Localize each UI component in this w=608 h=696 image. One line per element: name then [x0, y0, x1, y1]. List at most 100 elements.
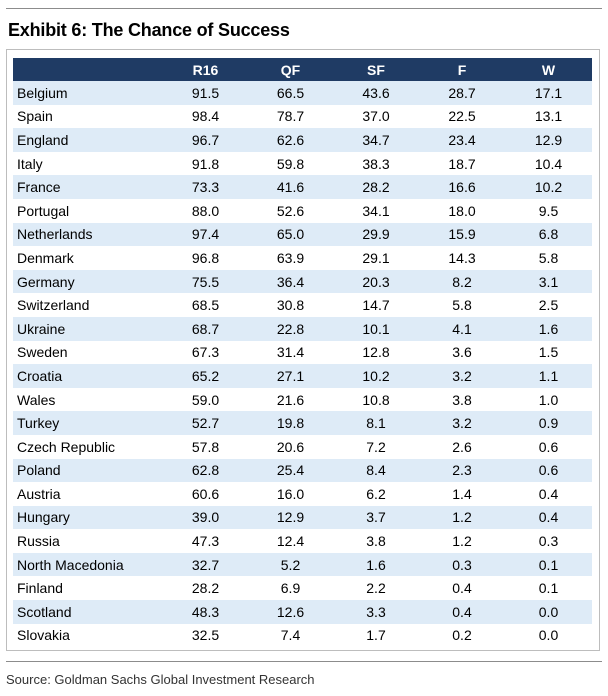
value-cell: 10.1 — [333, 316, 419, 341]
table-row: Ukraine 68.7 22.8 10.1 4.1 1.6 — [13, 316, 592, 341]
value-cell: 3.3 — [333, 600, 419, 624]
value-cell: 29.9 — [333, 222, 419, 247]
value-cell: 39.0 — [163, 505, 248, 530]
country-cell: Italy — [13, 151, 163, 176]
value-cell: 3.2 — [419, 411, 505, 435]
table-row: Switzerland 68.5 30.8 14.7 5.8 2.5 — [13, 293, 592, 317]
header-row: R16 QF SF F W — [13, 58, 592, 81]
value-cell: 0.2 — [419, 623, 505, 648]
value-cell: 0.6 — [505, 434, 592, 459]
value-cell: 2.6 — [419, 434, 505, 459]
table-row: Turkey 52.7 19.8 8.1 3.2 0.9 — [13, 411, 592, 435]
value-cell: 67.3 — [163, 340, 248, 365]
success-table: R16 QF SF F W Belgium 91.5 66.5 43.6 28.7 17.… — [13, 58, 592, 648]
value-cell: 1.2 — [419, 505, 505, 530]
value-cell: 65.2 — [163, 364, 248, 388]
country-cell: Belgium — [13, 81, 163, 105]
country-cell: Sweden — [13, 340, 163, 365]
value-cell: 88.0 — [163, 198, 248, 223]
value-cell: 19.8 — [248, 411, 333, 435]
table-row: Finland 28.2 6.9 2.2 0.4 0.1 — [13, 576, 592, 601]
value-cell: 63.9 — [248, 246, 333, 270]
table-row: Poland 62.8 25.4 8.4 2.3 0.6 — [13, 458, 592, 483]
table-row: Netherlands 97.4 65.0 29.9 15.9 6.8 — [13, 222, 592, 247]
value-cell: 21.6 — [248, 387, 333, 412]
table-row: France 73.3 41.6 28.2 16.6 10.2 — [13, 175, 592, 199]
value-cell: 37.0 — [333, 104, 419, 129]
value-cell: 0.3 — [419, 552, 505, 577]
value-cell: 1.7 — [333, 623, 419, 648]
table-row: Italy 91.8 59.8 38.3 18.7 10.4 — [13, 151, 592, 176]
value-cell: 48.3 — [163, 600, 248, 624]
value-cell: 59.8 — [248, 151, 333, 176]
value-cell: 0.1 — [505, 576, 592, 601]
table-row: Denmark 96.8 63.9 29.1 14.3 5.8 — [13, 246, 592, 270]
top-rule — [6, 8, 602, 9]
table-row: Portugal 88.0 52.6 34.1 18.0 9.5 — [13, 198, 592, 223]
value-cell: 6.9 — [248, 576, 333, 601]
country-cell: Portugal — [13, 198, 163, 223]
country-cell: Finland — [13, 576, 163, 601]
country-cell: Czech Republic — [13, 434, 163, 459]
value-cell: 10.2 — [333, 364, 419, 388]
value-cell: 12.9 — [505, 128, 592, 152]
value-cell: 12.9 — [248, 505, 333, 530]
country-cell: Turkey — [13, 411, 163, 435]
value-cell: 12.8 — [333, 340, 419, 365]
value-cell: 1.6 — [505, 316, 592, 341]
value-cell: 34.7 — [333, 128, 419, 152]
value-cell: 52.6 — [248, 198, 333, 223]
country-cell: Croatia — [13, 364, 163, 388]
value-cell: 0.1 — [505, 552, 592, 577]
value-cell: 57.8 — [163, 434, 248, 459]
header-cell: QF — [248, 58, 333, 81]
country-cell: Denmark — [13, 246, 163, 270]
value-cell: 18.7 — [419, 151, 505, 176]
value-cell: 7.2 — [333, 434, 419, 459]
value-cell: 2.3 — [419, 458, 505, 483]
value-cell: 30.8 — [248, 293, 333, 317]
value-cell: 32.5 — [163, 623, 248, 648]
value-cell: 97.4 — [163, 222, 248, 247]
country-cell: Russia — [13, 529, 163, 553]
table-row: Germany 75.5 36.4 20.3 8.2 3.1 — [13, 269, 592, 294]
value-cell: 38.3 — [333, 151, 419, 176]
exhibit-title: Exhibit 6: The Chance of Success — [8, 20, 290, 40]
value-cell: 28.2 — [163, 576, 248, 601]
country-cell: England — [13, 128, 163, 152]
value-cell: 8.2 — [419, 269, 505, 294]
value-cell: 3.8 — [333, 529, 419, 553]
value-cell: 41.6 — [248, 175, 333, 199]
country-cell: Poland — [13, 458, 163, 483]
value-cell: 0.4 — [419, 600, 505, 624]
country-cell: Spain — [13, 104, 163, 129]
value-cell: 10.2 — [505, 175, 592, 199]
value-cell: 2.5 — [505, 293, 592, 317]
value-cell: 3.7 — [333, 505, 419, 530]
value-cell: 34.1 — [333, 198, 419, 223]
value-cell: 18.0 — [419, 198, 505, 223]
value-cell: 36.4 — [248, 269, 333, 294]
table-row: Austria 60.6 16.0 6.2 1.4 0.4 — [13, 482, 592, 506]
value-cell: 0.4 — [505, 482, 592, 506]
value-cell: 32.7 — [163, 552, 248, 577]
value-cell: 62.8 — [163, 458, 248, 483]
value-cell: 8.4 — [333, 458, 419, 483]
value-cell: 20.3 — [333, 269, 419, 294]
value-cell: 3.2 — [419, 364, 505, 388]
value-cell: 68.7 — [163, 316, 248, 341]
value-cell: 28.2 — [333, 175, 419, 199]
value-cell: 6.8 — [505, 222, 592, 247]
value-cell: 22.8 — [248, 316, 333, 341]
table-row: Russia 47.3 12.4 3.8 1.2 0.3 — [13, 529, 592, 553]
header-cell: W — [505, 58, 592, 81]
value-cell: 68.5 — [163, 293, 248, 317]
value-cell: 17.1 — [505, 81, 592, 105]
value-cell: 15.9 — [419, 222, 505, 247]
value-cell: 4.1 — [419, 316, 505, 341]
value-cell: 0.9 — [505, 411, 592, 435]
table-row: Belgium 91.5 66.5 43.6 28.7 17.1 — [13, 81, 592, 105]
table-frame — [6, 49, 600, 651]
value-cell: 66.5 — [248, 81, 333, 105]
value-cell: 20.6 — [248, 434, 333, 459]
